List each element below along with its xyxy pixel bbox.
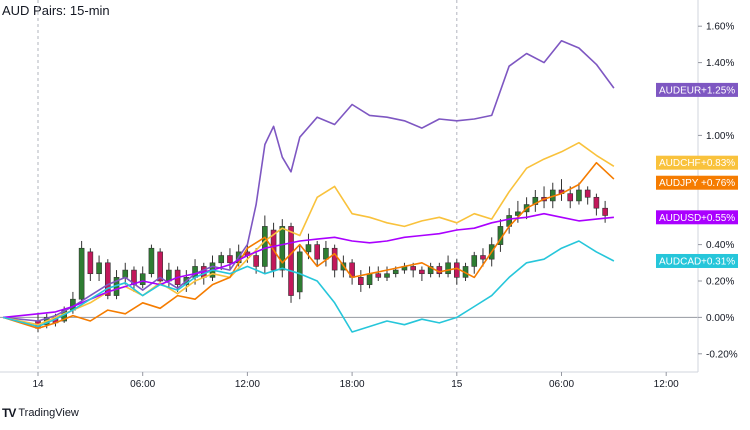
- series-line-audusd: [3, 212, 614, 319]
- tag-value-box: [698, 82, 738, 97]
- value-tag-audchf: AUDCHF +0.83%: [656, 155, 738, 170]
- tag-name-box: [656, 175, 698, 190]
- tag-value-box: [698, 175, 738, 190]
- candle-body: [471, 255, 478, 267]
- tag-name-box: [656, 155, 698, 170]
- series-line-audeur: [3, 40, 615, 322]
- candle-body: [279, 226, 286, 271]
- value-tag-audusd: AUDUSD +0.55%: [656, 210, 738, 225]
- y-tick-label: 0.40%: [706, 240, 734, 251]
- x-tick-label: 06:00: [549, 379, 574, 390]
- brand-name: TradingView: [18, 407, 79, 419]
- candle-body: [262, 226, 268, 267]
- candle-body: [445, 262, 451, 275]
- tag-name-label: AUDEUR: [659, 85, 701, 96]
- tag-value-label: +0.83%: [701, 158, 735, 169]
- tag-name-label: AUDCHF: [659, 158, 701, 169]
- series-line-audjpy: [2, 161, 615, 330]
- chart-title: AUD Pairs: 15-min: [2, 3, 110, 18]
- candle-body: [157, 251, 163, 282]
- candle-body: [78, 247, 85, 300]
- candle-body: [532, 196, 539, 205]
- candle-body: [567, 193, 574, 202]
- candle-body: [218, 255, 225, 264]
- tag-name-label: AUDJPY: [659, 178, 699, 189]
- tag-name-label: AUDUSD: [659, 213, 701, 224]
- candle-body: [593, 196, 600, 209]
- candle-body: [384, 273, 390, 278]
- candle-body: [576, 189, 582, 202]
- candle-body: [584, 189, 591, 198]
- candle-body: [96, 262, 102, 275]
- y-tick-label: 1.40%: [706, 58, 734, 69]
- grid-layer: [0, 0, 698, 372]
- candle-body: [366, 273, 373, 285]
- y-tick-label: 0.20%: [706, 277, 734, 288]
- candle-body: [410, 266, 416, 271]
- value-tag-audcad: AUDCAD +0.31%: [656, 253, 738, 268]
- tag-name-label: AUDCAD: [659, 256, 701, 267]
- tag-name-box: [656, 253, 698, 268]
- candle-layer: [35, 179, 608, 332]
- candle-body: [166, 269, 172, 282]
- tradingview-brand[interactable]: TV TradingView: [2, 406, 79, 420]
- last-value-tags: AUDEUR +1.25%AUDCHF +0.83%AUDJPY +0.76%AUDU…: [656, 82, 738, 268]
- tag-value-label: +0.31%: [701, 256, 735, 267]
- candle-body: [427, 266, 434, 275]
- candle-body: [358, 277, 364, 285]
- series-line-audcad: [2, 240, 615, 333]
- candle-body: [253, 255, 259, 267]
- y-tick-label: 1.00%: [706, 131, 734, 142]
- tag-value-box: [698, 155, 738, 170]
- candle-body: [314, 244, 321, 260]
- candle-body: [375, 273, 382, 278]
- axis-layer: 1.60% 1.40% 1.00% 0.40% 0.20% 0.00% -0.20% 14 06…: [0, 0, 738, 390]
- candle-body: [148, 247, 155, 275]
- candle-body: [331, 247, 338, 271]
- candle-body: [227, 255, 233, 264]
- tag-name-box: [656, 210, 698, 225]
- value-tag-audjpy: AUDJPY +0.76%: [656, 175, 738, 190]
- y-tick-label: 0.00%: [706, 313, 734, 324]
- candle-body: [419, 269, 425, 275]
- candle-body: [87, 251, 94, 275]
- series-lines: [2, 40, 615, 333]
- x-tick-label: 12:00: [235, 379, 260, 390]
- candle-body: [305, 244, 312, 253]
- candle-body: [122, 269, 129, 278]
- tag-name-box: [656, 82, 698, 97]
- candle-body: [480, 255, 486, 260]
- candle-body: [296, 251, 303, 293]
- x-tick-label: 15: [451, 379, 463, 390]
- y-tick-label: 1.60%: [706, 22, 734, 33]
- candle-body: [392, 269, 399, 275]
- tag-value-label: +1.25%: [701, 85, 735, 96]
- x-tick-label: 12:00: [654, 379, 679, 390]
- tag-value-box: [698, 210, 738, 225]
- tradingview-logo-icon: TV: [2, 406, 16, 420]
- value-tag-audeur: AUDEUR +1.25%: [656, 82, 738, 97]
- y-tick-label: -0.20%: [706, 349, 738, 360]
- candle-body: [323, 247, 329, 260]
- x-tick-label: 18:00: [340, 379, 365, 390]
- candle-body: [288, 226, 294, 296]
- tag-value-box: [698, 253, 738, 268]
- candle-body: [105, 262, 111, 296]
- candle-body: [139, 273, 146, 285]
- candle-body: [602, 207, 608, 216]
- tag-value-label: +0.55%: [701, 213, 735, 224]
- tag-value-label: +0.76%: [701, 178, 735, 189]
- x-tick-label: 06:00: [130, 379, 155, 390]
- x-tick-label: 14: [32, 379, 44, 390]
